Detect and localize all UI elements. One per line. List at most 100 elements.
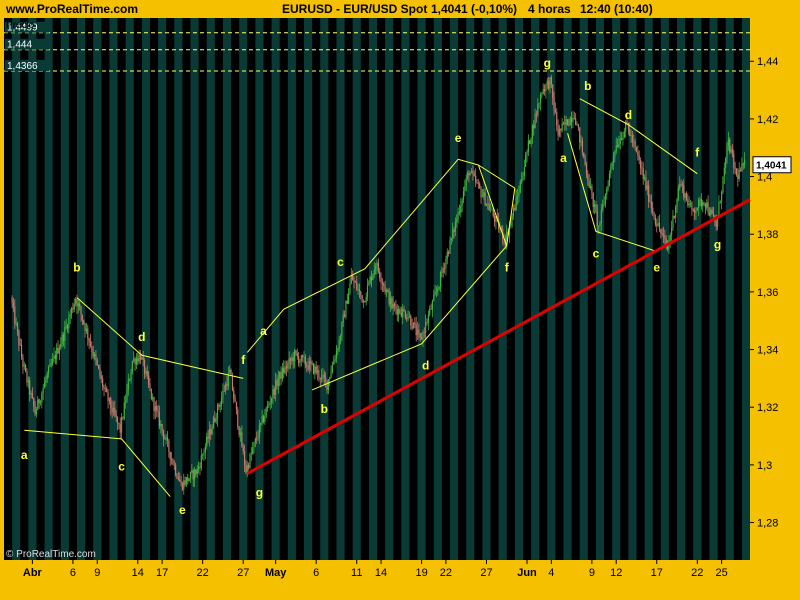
candle-body (516, 196, 519, 198)
x-tick-label: 4 (548, 567, 554, 579)
candle-body (123, 402, 125, 419)
day-stripe (668, 18, 678, 560)
candle-body (110, 397, 112, 409)
wave-line (477, 164, 516, 246)
candle-body (253, 442, 255, 449)
candle-body (418, 329, 420, 334)
candle-body (331, 364, 334, 373)
candle-body (631, 134, 634, 143)
candle-body (600, 209, 602, 224)
candle-body (226, 383, 228, 387)
candle-body (266, 405, 269, 409)
candle-body (549, 77, 551, 89)
candle-body (35, 410, 38, 415)
candle-body (233, 390, 235, 399)
wave-label: f (241, 353, 246, 367)
candle-body (393, 303, 396, 307)
candle-body (250, 453, 252, 455)
day-stripe (685, 18, 694, 560)
candle-body (508, 226, 511, 236)
candle-body (231, 375, 233, 391)
candle-body (323, 374, 325, 379)
site-name[interactable]: www.ProRealTime.com (5, 2, 138, 16)
candle-body (583, 152, 585, 158)
candle-body (281, 368, 283, 379)
day-stripe (52, 18, 61, 560)
wave-line (579, 98, 698, 175)
candle-body (291, 357, 293, 361)
candle-body (642, 168, 644, 179)
candle-body (604, 194, 606, 204)
last-price-box (752, 156, 792, 174)
candle-body (125, 401, 127, 403)
candle-body (20, 344, 23, 357)
candle-body (115, 414, 117, 417)
candle-body (584, 157, 586, 165)
candle-body (453, 229, 455, 232)
candle-body (633, 141, 635, 143)
candle-body (648, 185, 650, 202)
candle-body (495, 216, 497, 222)
wave-label: f (505, 261, 510, 275)
candle-body (157, 410, 159, 413)
candle-body (296, 353, 298, 357)
candle-body (471, 170, 473, 174)
wave-label: d (422, 359, 429, 373)
candle-body (202, 454, 204, 456)
candle-body (537, 104, 539, 115)
candle-body (261, 415, 263, 423)
candle-body (530, 138, 532, 144)
candle-body (77, 303, 79, 307)
candle-body (622, 136, 624, 140)
candle-body (598, 225, 600, 227)
y-tick-label: 1,44 (757, 56, 778, 68)
candle-body (196, 468, 198, 475)
candle-body (176, 474, 178, 479)
candle-body (96, 359, 98, 365)
candle-body (298, 356, 300, 363)
candle-body (160, 424, 162, 427)
candle-body (484, 192, 486, 206)
candle-body (311, 363, 313, 365)
candle-body (325, 378, 327, 381)
candle-body (43, 382, 46, 389)
x-tick-label: 22 (440, 567, 452, 579)
day-stripe (506, 18, 515, 560)
candle-body (623, 131, 625, 137)
wave-label: e (455, 131, 462, 145)
candle-body (700, 199, 702, 207)
day-stripe (101, 18, 110, 560)
candle-body (656, 224, 658, 226)
wave-lines (24, 98, 698, 497)
wave-label: c (118, 460, 125, 474)
candle-body (565, 119, 567, 125)
wave-label: d (138, 330, 145, 344)
candle-body (189, 472, 192, 479)
candle-body (54, 355, 56, 359)
candle-body (646, 185, 648, 190)
candle-body (634, 141, 636, 147)
candle-body (654, 217, 656, 225)
candle-body (657, 222, 659, 226)
candle-body (57, 347, 59, 354)
candle-body (114, 407, 116, 415)
candle-body (521, 180, 523, 182)
candle-body (264, 416, 266, 422)
day-stripe (166, 18, 175, 560)
candle-body (287, 363, 289, 369)
candle-body (576, 124, 578, 126)
candle-body (376, 262, 378, 267)
candle-body (673, 215, 675, 218)
candle-body (506, 231, 508, 246)
candle-body (460, 205, 462, 213)
candle-body (98, 364, 100, 369)
wave-label: d (625, 108, 632, 122)
candle-body (370, 276, 373, 281)
day-stripe (555, 18, 564, 560)
candle-body (458, 212, 461, 213)
candle-body (316, 370, 319, 373)
candle-body (158, 412, 161, 427)
candle-body (715, 221, 717, 227)
candle-body (639, 160, 642, 168)
